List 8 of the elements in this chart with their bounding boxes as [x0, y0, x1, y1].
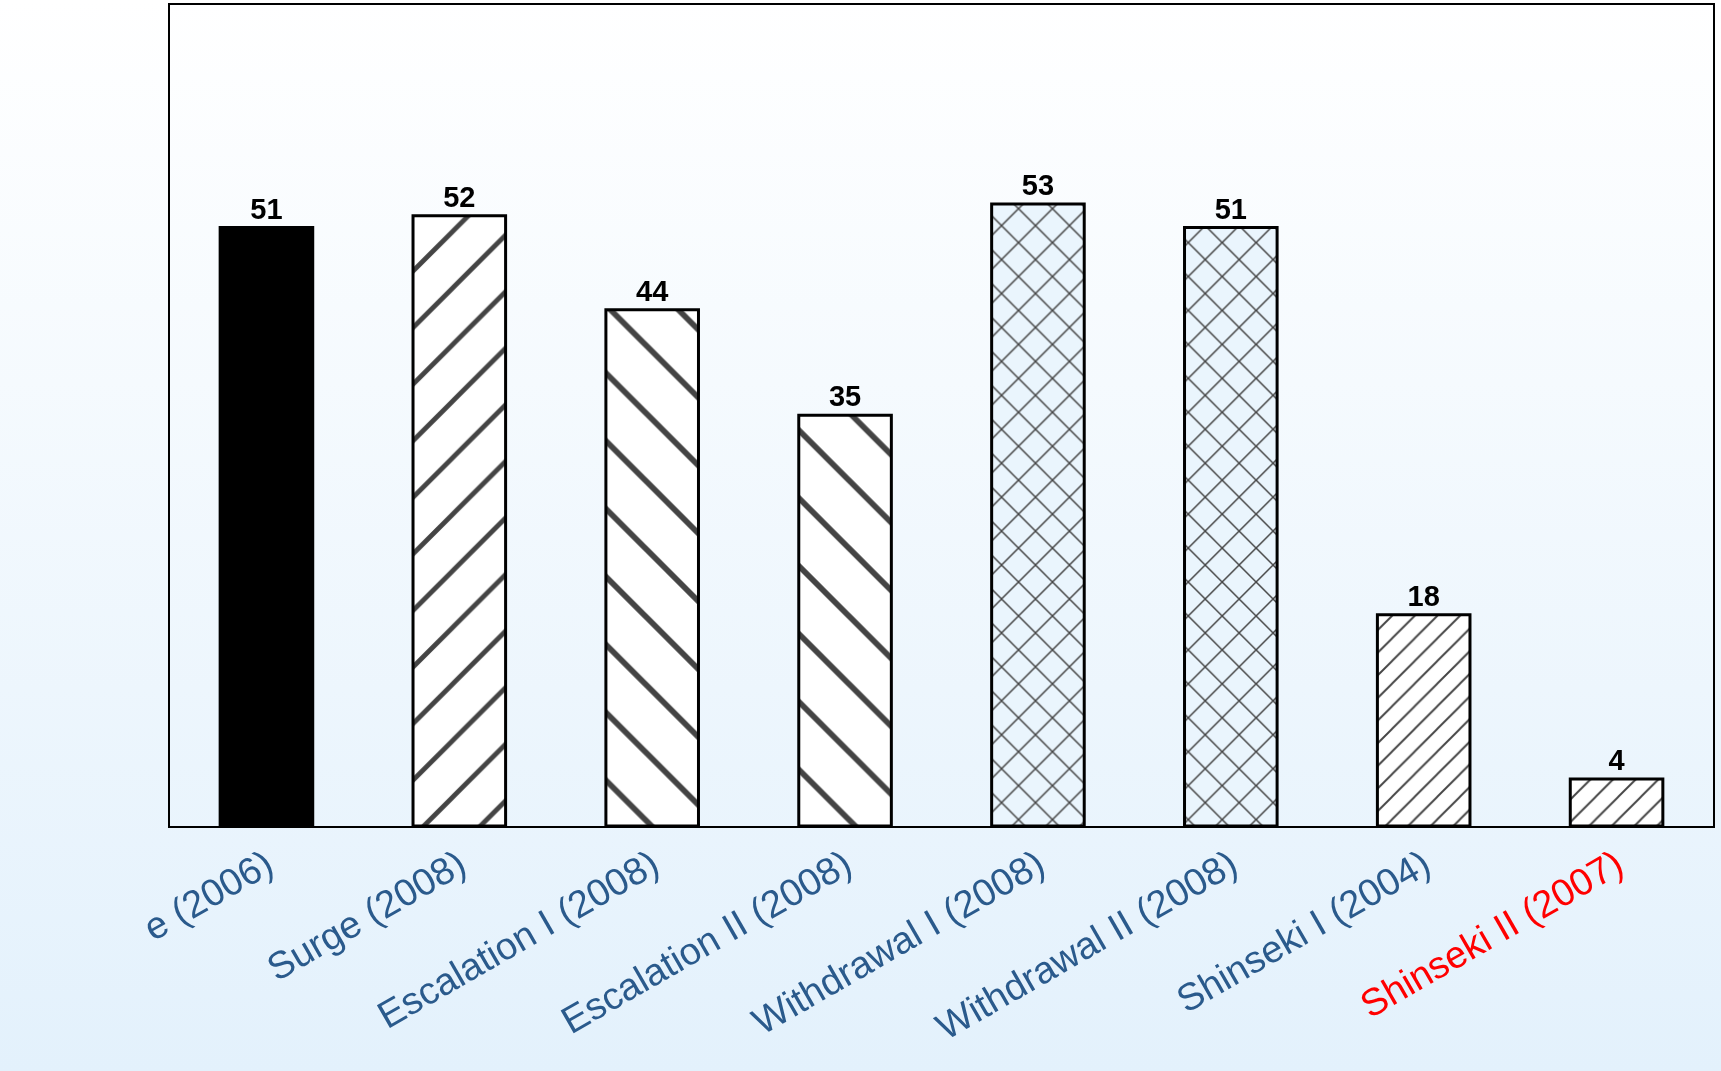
data-label: 53: [1021, 169, 1055, 202]
data-label: 44: [636, 274, 669, 307]
data-label: 18: [1407, 579, 1440, 612]
data-label: 51: [250, 192, 283, 225]
data-label: 52: [443, 180, 476, 213]
data-label: 4: [1608, 744, 1625, 777]
data-label: 35: [828, 380, 862, 413]
data-label: 51: [1214, 192, 1247, 225]
